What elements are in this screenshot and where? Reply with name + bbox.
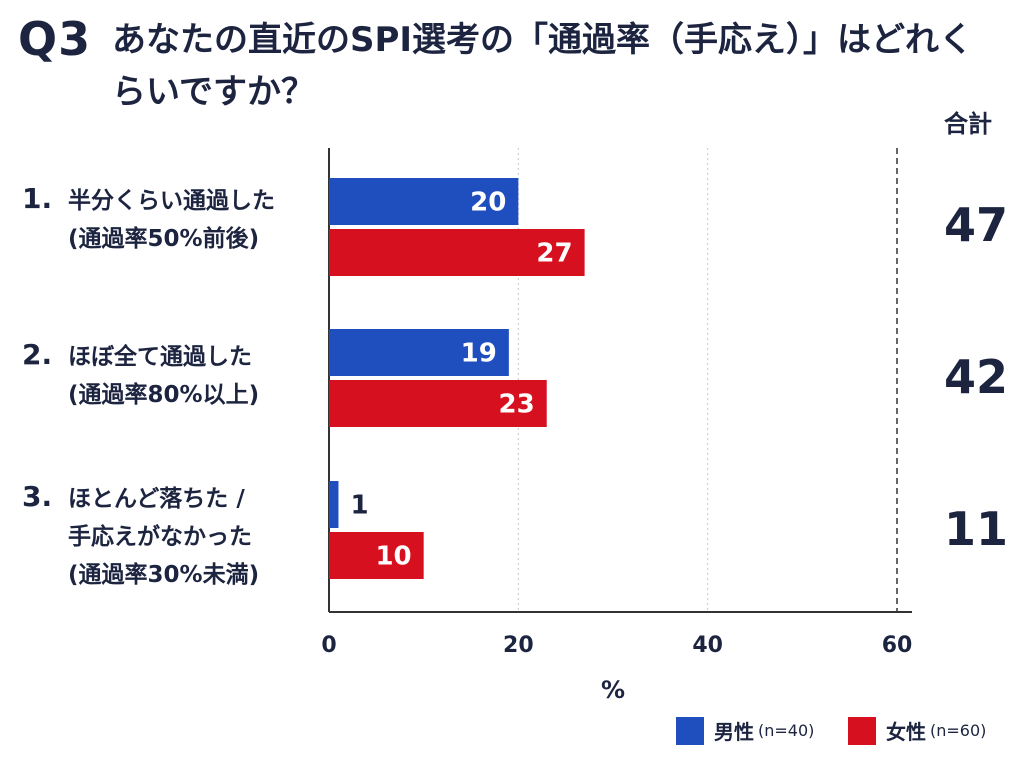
bar-female-1 [329, 229, 585, 276]
bar-male-2 [329, 329, 509, 376]
category-1: 1. 半分くらい通過した (通過率50%前後) [22, 180, 275, 258]
data-label-female-1: 27 [536, 239, 572, 269]
x-tick-label-40: 40 [692, 633, 723, 658]
data-label-female-2: 23 [499, 390, 535, 420]
category-line: 2. ほぼ全て通過した [22, 336, 259, 376]
legend-male-n: (n=40) [758, 721, 815, 740]
category-sublabel: (通過率50%前後) [68, 226, 260, 252]
category-label: 半分くらい通過した [68, 188, 275, 214]
bar-male-1 [329, 178, 519, 225]
category-number: 1. [22, 182, 53, 215]
category-3: 3. ほとんど落ちた / 手応えがなかった (通過率30%未満) [22, 478, 259, 594]
category-sublabel: 手応えがなかった [68, 524, 252, 550]
category-label: ほとんど落ちた / [68, 486, 245, 512]
data-label-male-2: 19 [461, 339, 497, 369]
category-line: 3. ほとんど落ちた / [22, 478, 259, 518]
data-label-female-3: 10 [375, 542, 411, 572]
category-sublabel: (通過率30%未満) [68, 562, 260, 588]
legend-female: 女性 (n=60) [848, 716, 986, 745]
category-label: ほぼ全て通過した [68, 344, 252, 370]
x-tick-label-0: 0 [321, 633, 336, 658]
legend-female-label: 女性 [886, 720, 926, 744]
total-value-2: 42 [944, 350, 1009, 404]
total-value-1: 47 [944, 198, 1009, 252]
legend-female-n: (n=60) [930, 721, 987, 740]
legend-female-swatch [848, 716, 876, 745]
category-line: 1. 半分くらい通過した [22, 180, 275, 220]
data-label-male-1: 20 [470, 188, 506, 218]
category-2: 2. ほぼ全て通過した (通過率80%以上) [22, 336, 259, 414]
x-tick-label-60: 60 [882, 633, 913, 658]
category-sublabel: (通過率80%以上) [68, 382, 260, 408]
x-axis-label: % [601, 676, 625, 704]
bar-female-3 [329, 532, 424, 579]
legend-male: 男性 (n=40) [676, 716, 814, 745]
question-number: Q3 [18, 12, 92, 66]
total-header: 合計 [944, 110, 992, 138]
total-value-3: 11 [944, 502, 1009, 556]
bar-female-2 [329, 380, 547, 427]
data-label-male-3: 1 [350, 491, 368, 521]
legend-male-swatch [676, 716, 704, 745]
x-tick-label-20: 20 [503, 633, 534, 658]
question-title: あなたの直近のSPI選考の「通過率（手応え）」はどれくらいですか？ [112, 20, 974, 112]
bar-male-3 [329, 481, 339, 528]
category-number: 2. [22, 338, 53, 371]
legend-male-label: 男性 [714, 720, 754, 744]
category-number: 3. [22, 480, 53, 513]
